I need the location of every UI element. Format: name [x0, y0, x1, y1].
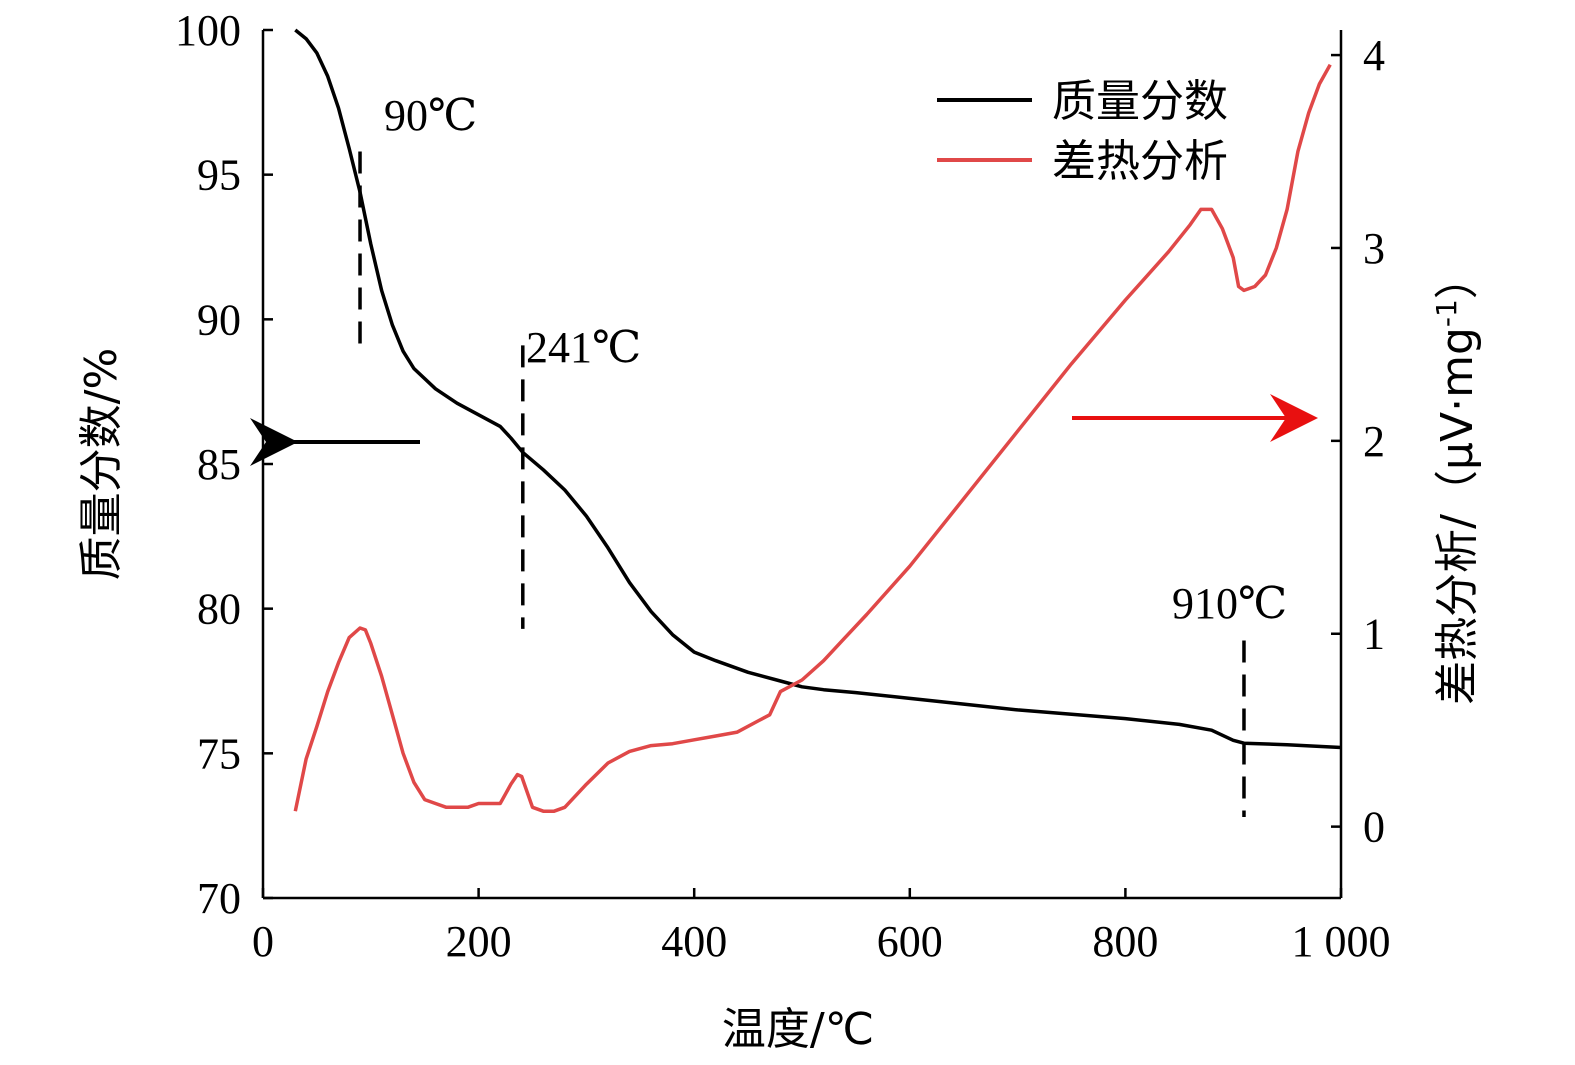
right-y-tick-label: 4	[1363, 31, 1385, 80]
left-y-axis-title: 质量分数/%	[76, 348, 127, 581]
left-y-tick-label: 80	[197, 585, 241, 634]
legend-label-dta: 差热分析	[1052, 136, 1228, 187]
left-y-tick-label: 100	[175, 6, 241, 55]
right-y-axis-title-sup: -1	[1430, 299, 1463, 327]
x-axis-title: 温度/℃	[722, 1004, 874, 1055]
x-axis-ticks: 0 200 400 600 800 1 000	[252, 888, 1391, 966]
left-y-tick-label: 85	[197, 440, 241, 489]
series-line-mass-fraction	[294, 28, 1342, 750]
x-tick-label: 0	[252, 917, 274, 966]
legend-label-mass: 质量分数	[1052, 76, 1228, 127]
left-y-tick-label: 95	[197, 151, 241, 200]
legend: 质量分数 差热分析	[937, 76, 1228, 187]
left-y-tick-label: 70	[197, 874, 241, 923]
x-tick-label: 800	[1092, 917, 1158, 966]
annotation-241c: 241℃	[526, 323, 641, 372]
x-tick-label: 600	[877, 917, 943, 966]
x-tick-label: 400	[661, 917, 727, 966]
temperature-markers	[358, 151, 1246, 817]
annotation-90c: 90℃	[384, 91, 477, 140]
annotation-910c: 910℃	[1172, 579, 1287, 628]
right-y-axis-ticks: 0 1 2 3 4	[1331, 31, 1385, 852]
x-tick-label: 200	[446, 917, 512, 966]
left-y-axis-ticks: 70 75 80 85 90 95 100	[175, 6, 273, 923]
right-y-axis-title-main: 差热分析/（μV·mg	[1432, 327, 1483, 705]
right-y-axis-title-close: ）	[1432, 255, 1483, 299]
right-y-tick-label: 0	[1363, 803, 1385, 852]
left-y-tick-label: 90	[197, 295, 241, 344]
right-y-tick-label: 2	[1363, 417, 1385, 466]
x-tick-label: 1 000	[1292, 917, 1391, 966]
right-y-tick-label: 3	[1363, 224, 1385, 273]
left-y-tick-label: 75	[197, 729, 241, 778]
right-y-tick-label: 1	[1363, 610, 1385, 659]
right-y-axis-title: 差热分析/（μV·mg-1）	[1430, 255, 1483, 705]
series-line-dta	[293, 63, 1332, 813]
